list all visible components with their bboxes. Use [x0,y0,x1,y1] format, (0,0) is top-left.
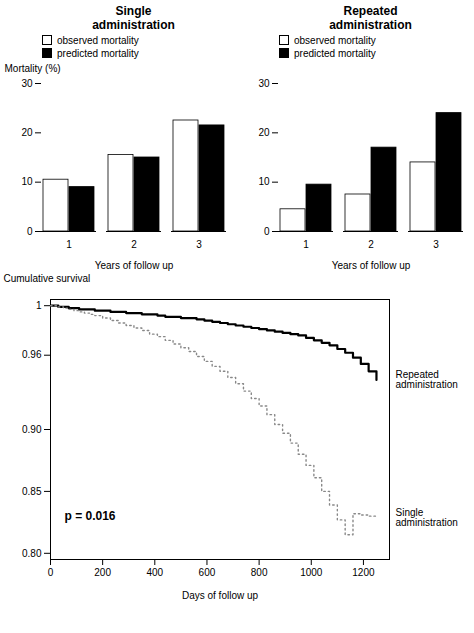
svg-text:1: 1 [36,300,42,311]
html-text:observed mortality: observed mortality [294,34,376,46]
svg-text:1: 1 [66,238,72,249]
svg-text:Years of follow up: Years of follow up [332,259,411,270]
svg-text:0: 0 [27,225,33,236]
svg-text:30: 30 [258,77,270,88]
svg-text:2: 2 [368,238,374,249]
svg-text:1200: 1200 [352,566,375,577]
svg-text:10: 10 [258,176,270,187]
svg-text:200: 200 [94,566,111,577]
svg-text:0.80: 0.80 [22,547,42,558]
svg-text:1: 1 [303,238,309,249]
svg-text:10: 10 [21,176,33,187]
svg-text:Repeatedadministration: Repeatedadministration [396,369,458,390]
svg-text:0.90: 0.90 [22,423,42,434]
svg-text:Singleadministration: Singleadministration [396,506,458,527]
svg-text:1000: 1000 [300,566,323,577]
svg-text:0.96: 0.96 [22,349,42,360]
svg-text:Mortality (%): Mortality (%) [5,62,61,73]
svg-text:p = 0.016: p = 0.016 [65,508,116,522]
svg-text:3: 3 [433,238,439,249]
svg-text:0.85: 0.85 [22,485,42,496]
svg-text:3: 3 [196,238,202,249]
svg-text:Cumulative survival: Cumulative survival [4,272,91,283]
svg-text:600: 600 [199,566,216,577]
html-text:predicted mortality: predicted mortality [294,47,376,59]
svg-text:20: 20 [21,127,33,138]
html-text:Repeated administration: Repeated administration [329,4,412,33]
svg-text:0: 0 [48,566,54,577]
html-text:predicted mortality: predicted mortality [57,47,139,59]
svg-text:Years of follow up: Years of follow up [95,259,174,270]
svg-text:20: 20 [258,127,270,138]
html-text:Single administration: Single administration [92,4,175,33]
svg-text:800: 800 [251,566,268,577]
html-text:observed mortality: observed mortality [57,34,139,46]
svg-text:400: 400 [146,566,163,577]
svg-text:2: 2 [131,238,137,249]
svg-text:0: 0 [264,225,270,236]
svg-text:30: 30 [21,77,33,88]
svg-text:Days of follow up: Days of follow up [182,589,259,600]
